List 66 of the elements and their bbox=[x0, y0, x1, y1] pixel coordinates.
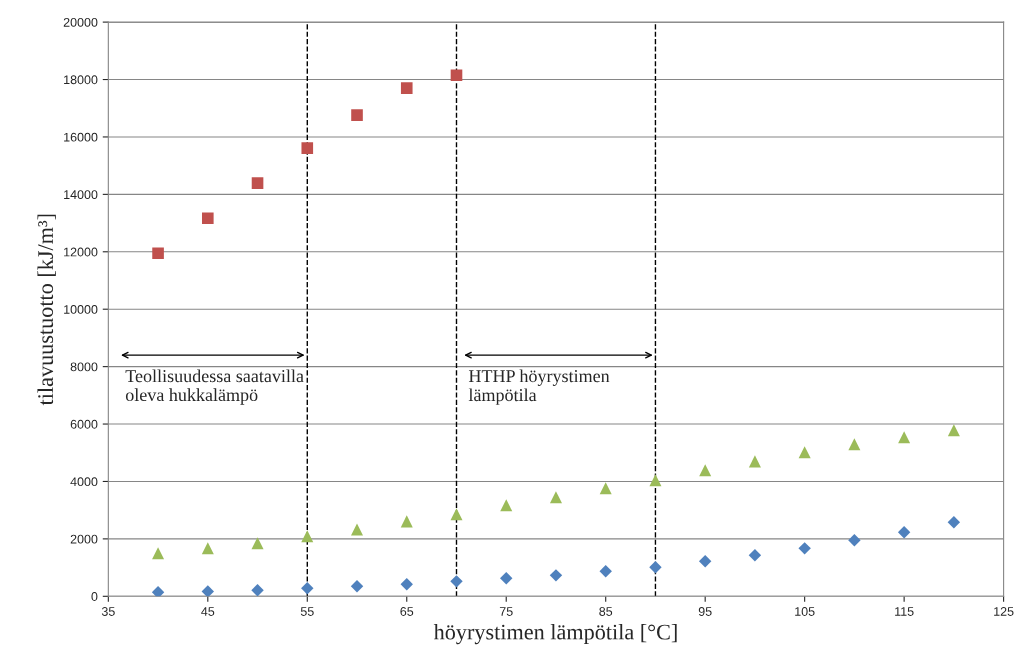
point bbox=[798, 446, 811, 459]
point bbox=[698, 555, 712, 568]
point bbox=[251, 177, 264, 189]
y-tick-label: 10000 bbox=[64, 305, 98, 314]
point bbox=[699, 464, 712, 477]
x-tick-label: 35 bbox=[101, 607, 115, 616]
point bbox=[301, 142, 314, 154]
point bbox=[351, 109, 363, 121]
annotation: Teollisuudessa saatavilla oleva hukkalämpö bbox=[125, 369, 304, 405]
point bbox=[848, 438, 861, 451]
y-tick-label: 14000 bbox=[64, 190, 98, 200]
point bbox=[301, 582, 314, 595]
point bbox=[898, 431, 911, 444]
x-tick-label: 45 bbox=[201, 607, 215, 616]
point bbox=[549, 569, 563, 582]
point bbox=[549, 491, 562, 504]
y-tick-label: 2000 bbox=[70, 534, 98, 544]
point bbox=[500, 499, 513, 512]
point bbox=[201, 585, 215, 597]
y-tick-label: 20000 bbox=[63, 17, 98, 27]
x-tick-label: 85 bbox=[599, 607, 613, 616]
annotation: HTHP höyrystimen lämpötila bbox=[468, 369, 610, 405]
y-tick-label: 8000 bbox=[70, 362, 98, 372]
point bbox=[450, 575, 463, 588]
x-tick-label: 55 bbox=[300, 607, 314, 616]
x-tick-label: 75 bbox=[499, 607, 513, 616]
point bbox=[152, 547, 165, 560]
point bbox=[251, 537, 264, 550]
point bbox=[400, 82, 413, 94]
y-tick-label: 12000 bbox=[64, 247, 98, 257]
y-tick-label: 16000 bbox=[64, 132, 98, 142]
y-tick-label: 0 bbox=[91, 592, 98, 601]
x-axis-title: höyrystimen lämpötila [°C] bbox=[433, 623, 677, 645]
y-tick-label: 18000 bbox=[64, 75, 98, 85]
point bbox=[848, 534, 861, 547]
point bbox=[947, 516, 961, 529]
x-tick-label: 115 bbox=[895, 607, 914, 616]
point bbox=[400, 515, 413, 528]
point bbox=[897, 526, 911, 539]
x-tick-label: 105 bbox=[795, 607, 815, 616]
x-tick-label: 65 bbox=[400, 607, 414, 616]
point bbox=[947, 424, 960, 437]
point bbox=[301, 530, 314, 543]
point bbox=[251, 584, 264, 597]
point bbox=[152, 247, 164, 260]
point bbox=[202, 212, 214, 225]
point bbox=[400, 578, 413, 591]
point bbox=[599, 565, 612, 578]
point bbox=[350, 580, 364, 593]
point bbox=[450, 69, 463, 82]
y-tick-label: 6000 bbox=[70, 419, 98, 429]
y-tick-label: 4000 bbox=[70, 477, 98, 487]
point bbox=[798, 542, 811, 555]
point bbox=[649, 561, 662, 574]
point bbox=[649, 474, 662, 487]
y-axis-title: tilavuustuotto [kJ/m³] bbox=[37, 214, 56, 406]
point bbox=[500, 572, 513, 585]
point bbox=[748, 455, 761, 468]
point bbox=[748, 549, 762, 562]
x-tick-label: 95 bbox=[698, 607, 712, 616]
x-tick-label: 125 bbox=[994, 607, 1014, 616]
point bbox=[599, 482, 612, 495]
point bbox=[201, 542, 214, 555]
point bbox=[351, 523, 364, 536]
point bbox=[151, 586, 165, 597]
point bbox=[450, 508, 463, 521]
